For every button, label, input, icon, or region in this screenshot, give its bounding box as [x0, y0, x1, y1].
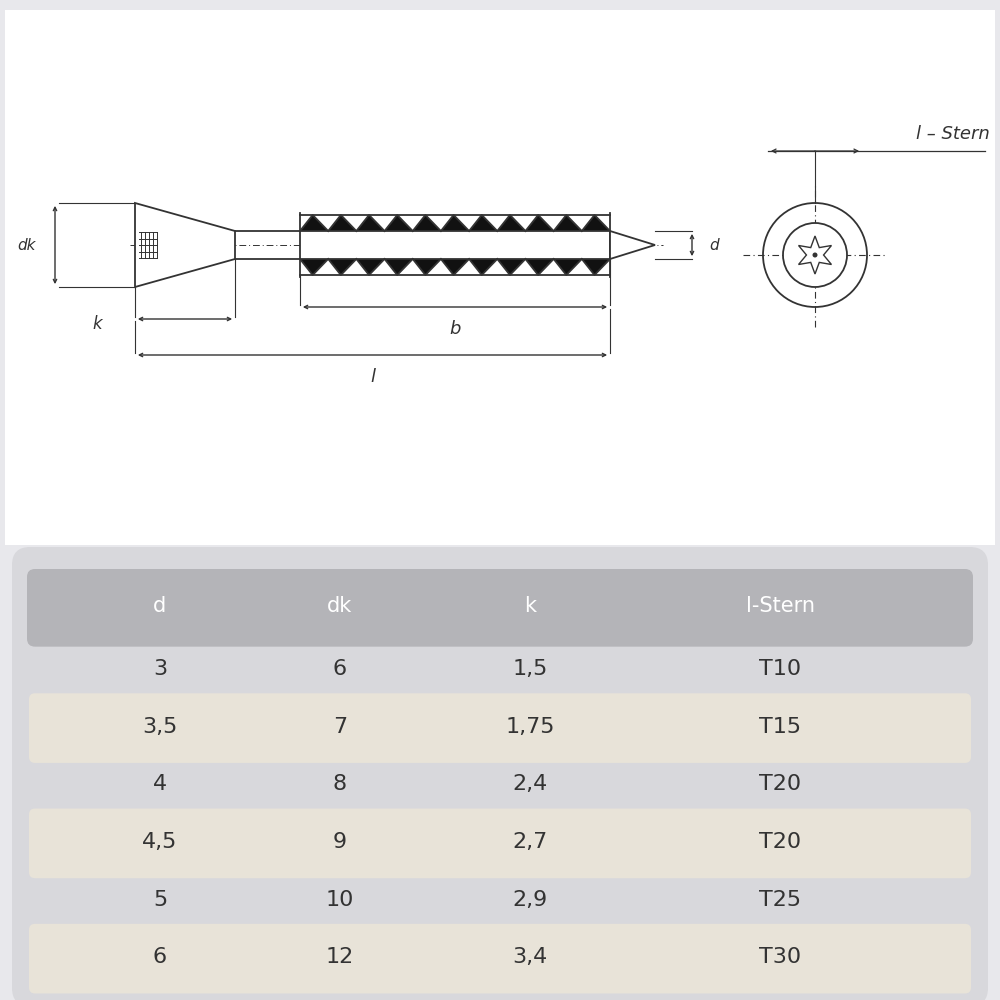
FancyBboxPatch shape	[27, 569, 973, 647]
Polygon shape	[469, 259, 497, 275]
Polygon shape	[385, 259, 413, 275]
Text: T15: T15	[759, 717, 801, 737]
Polygon shape	[441, 259, 469, 275]
Circle shape	[812, 252, 818, 257]
Text: 12: 12	[326, 947, 354, 967]
Text: 1,75: 1,75	[505, 717, 555, 737]
Polygon shape	[356, 259, 385, 275]
Polygon shape	[300, 215, 328, 231]
Text: d: d	[153, 596, 167, 616]
Text: 9: 9	[333, 832, 347, 852]
Polygon shape	[413, 259, 441, 275]
Polygon shape	[582, 259, 610, 275]
Text: T30: T30	[759, 947, 801, 967]
FancyBboxPatch shape	[29, 809, 971, 878]
Polygon shape	[385, 215, 413, 231]
Text: T10: T10	[759, 659, 801, 679]
Polygon shape	[582, 215, 610, 231]
Text: k: k	[524, 596, 536, 616]
Text: T20: T20	[759, 832, 801, 852]
Text: b: b	[449, 320, 461, 338]
Polygon shape	[328, 259, 356, 275]
Polygon shape	[525, 259, 554, 275]
FancyBboxPatch shape	[5, 10, 995, 545]
Text: l: l	[370, 368, 375, 386]
Polygon shape	[328, 215, 356, 231]
Circle shape	[783, 223, 847, 287]
Text: 4: 4	[153, 774, 167, 794]
Text: 4,5: 4,5	[142, 832, 178, 852]
Text: d: d	[709, 237, 719, 252]
Polygon shape	[497, 259, 525, 275]
Text: T20: T20	[759, 774, 801, 794]
Text: 2,9: 2,9	[512, 890, 548, 910]
Polygon shape	[610, 231, 655, 259]
Text: 10: 10	[326, 890, 354, 910]
Polygon shape	[441, 215, 469, 231]
Text: dk: dk	[18, 237, 36, 252]
Text: 6: 6	[333, 659, 347, 679]
Polygon shape	[554, 259, 582, 275]
Polygon shape	[413, 215, 441, 231]
Text: l – Stern: l – Stern	[916, 125, 990, 143]
Text: 2,4: 2,4	[512, 774, 548, 794]
Text: 7: 7	[333, 717, 347, 737]
Polygon shape	[799, 236, 831, 274]
Text: 5: 5	[153, 890, 167, 910]
FancyBboxPatch shape	[12, 547, 988, 1000]
Text: 3,4: 3,4	[512, 947, 548, 967]
Text: 6: 6	[153, 947, 167, 967]
Text: 2,7: 2,7	[512, 832, 548, 852]
Polygon shape	[554, 215, 582, 231]
Text: T25: T25	[759, 890, 801, 910]
Polygon shape	[356, 215, 385, 231]
Text: 8: 8	[333, 774, 347, 794]
Text: dk: dk	[327, 596, 353, 616]
Polygon shape	[469, 215, 497, 231]
Text: 3,5: 3,5	[142, 717, 178, 737]
Text: 3: 3	[153, 659, 167, 679]
Text: l-Stern: l-Stern	[746, 596, 814, 616]
Polygon shape	[135, 203, 235, 287]
Polygon shape	[300, 212, 610, 278]
Polygon shape	[525, 215, 554, 231]
Text: 1,5: 1,5	[512, 659, 548, 679]
Polygon shape	[300, 259, 328, 275]
FancyBboxPatch shape	[29, 693, 971, 763]
Text: k: k	[92, 315, 102, 333]
Polygon shape	[497, 215, 525, 231]
FancyBboxPatch shape	[29, 924, 971, 993]
